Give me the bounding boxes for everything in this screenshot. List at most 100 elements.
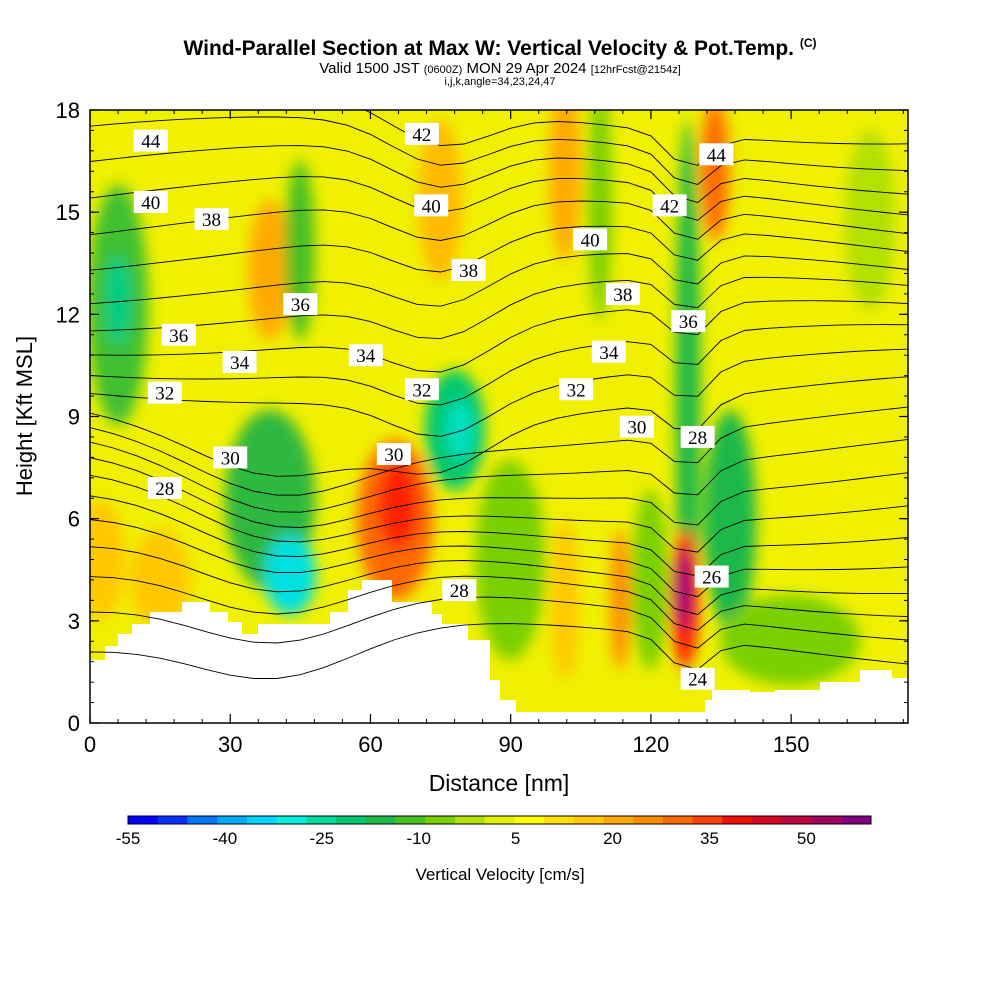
chart-indices: i,j,k,angle=34,23,24,47 [444,76,556,88]
contour-label: 24 [680,667,715,691]
contour-label-text: 38 [202,210,221,231]
contour-label-bg [451,259,486,282]
contour-label: 30 [376,442,411,466]
y-tick-label: 12 [56,302,80,327]
contour-label: 38 [451,259,486,282]
colorbar-tick-label: -25 [310,829,335,848]
contour-label-text: 30 [221,448,240,469]
colorbar-swatch [603,816,634,824]
contour-label: 32 [404,378,439,401]
theta-contour-line [90,519,908,598]
contour-label-bg [147,381,182,404]
contour-label-text: 28 [450,581,469,602]
contour-label-text: 30 [384,445,403,466]
contour-label: 28 [442,579,477,602]
y-tick-label: 18 [56,98,80,123]
contour-label: 38 [194,207,229,231]
contour-label-bg [671,310,706,333]
title-mark: (C) [799,36,817,50]
contour-label-text: 34 [230,353,250,374]
contour-label-bg [133,190,168,213]
contour-label: 44 [699,143,734,166]
contour-label-bg [161,323,196,346]
theta-contour-line [90,495,908,577]
x-tick-label: 120 [633,732,670,757]
contour-label-bg [605,282,640,305]
contour-label-text: 44 [707,145,727,166]
colorbar-frame [127,815,872,825]
contour-label-text: 42 [660,196,679,217]
theta-contour-line [90,225,908,273]
contour-label-bg [591,340,626,363]
contour-label-bg [699,143,734,166]
contour-label-text: 34 [356,346,376,367]
colorbar-swatch [365,816,396,824]
contour-labels: 44 42 44 40 38 40 42 40 38 38 36 36 36 34 34 34 32 32 32 30… [133,122,734,691]
contour-label-bg [348,344,383,367]
contour-label: 30 [619,415,654,439]
contour-label-bg [680,425,715,448]
contour-label: 34 [591,340,626,364]
x-tick-label: 30 [218,732,242,757]
y-tick-label: 3 [68,609,80,634]
contour-label-bg [442,579,477,602]
colorbar-swatch [246,816,278,824]
contour-label-text: 40 [581,230,600,251]
contour-label-text: 28 [688,428,707,449]
colorbar-tick-label: 50 [797,829,816,848]
contour-label: 34 [222,351,257,374]
colorbar-tick-label: 5 [511,829,520,848]
colorbar-swatch [841,816,872,824]
colorbar-swatch [752,816,783,824]
theta-contour-line [363,110,908,166]
colorbar-swatch [425,816,456,824]
colorbar-swatch [306,816,337,824]
contour-label-bg [133,129,168,152]
contour-label-bg [619,415,654,438]
x-axis-label: Distance [nm] [429,770,570,796]
contour-label-bg [213,446,248,469]
contour-label-text: 30 [627,418,646,439]
terrain [90,580,908,723]
contour-label: 26 [694,565,729,589]
contour-label-bg [573,228,608,251]
contour-label-bg [194,207,229,230]
y-tick-label: 0 [68,711,80,736]
colorbar-tick-label: -40 [213,829,238,848]
chart-title: Wind-Parallel Section at Max W: Vertical… [0,36,1000,61]
colorbar-swatch [395,816,426,824]
x-tick-label: 60 [358,732,382,757]
contour-label-bg [559,378,594,401]
colorbar-swatch [811,816,842,824]
colorbar-swatch [573,816,605,824]
contour-label-text: 34 [599,343,619,364]
contour-label-text: 40 [422,196,441,217]
theta-contours [90,110,908,679]
contour-label-bg [680,667,715,690]
colorbar-swatch [514,816,545,824]
subtitle-valid: Valid 1500 JST [319,60,420,77]
colorbar-swatch [484,816,515,824]
colorbar-tick-label: 20 [603,829,622,848]
contour-label-text: 24 [688,670,708,691]
contour-label-bg [652,194,687,217]
colorbar-swatch [544,816,575,824]
theta-contour-line [90,253,908,307]
contour-label: 40 [133,190,168,214]
contour-label: 36 [283,293,318,316]
colorbar-tick-label: -10 [406,829,431,848]
colorbar-swatch [187,816,218,824]
contour-label-bg [404,378,439,401]
contour-label-text: 38 [613,285,632,306]
theta-contour-line [90,176,908,221]
contour-label-bg [694,565,729,588]
x-tick-label: 150 [773,732,810,757]
x-tick-label: 0 [84,732,96,757]
colorbar-swatch [662,816,694,824]
y-axis-label: Height [Kft MSL] [12,336,37,496]
colorbar-swatch [781,816,813,824]
colorbar-swatch [692,816,723,824]
contour-label-text: 44 [141,132,161,153]
contour-label: 30 [213,446,248,469]
